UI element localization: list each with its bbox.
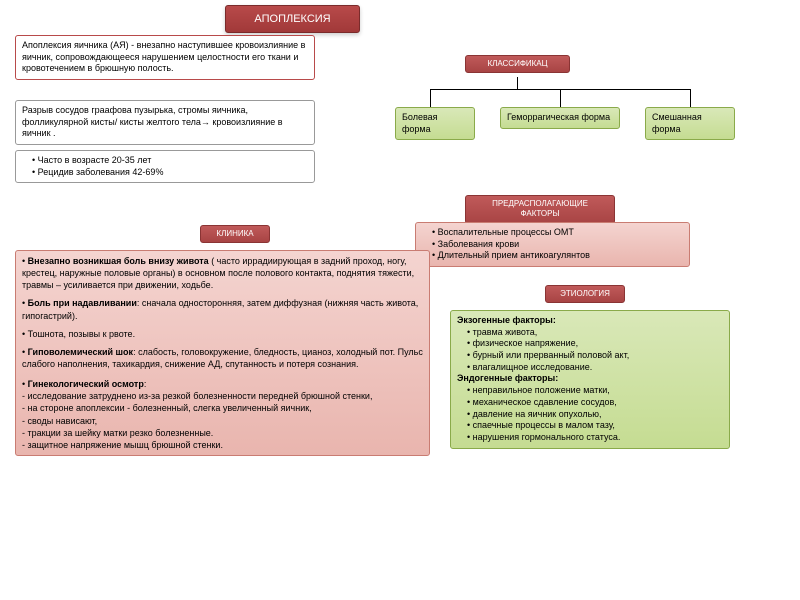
endo-title: Эндогенные факторы: xyxy=(457,373,723,385)
rupture-box: Разрыв сосудов граафова пузырька, стромы… xyxy=(15,100,315,145)
predisp-1: Воспалительные процессы ОМТ xyxy=(432,227,683,239)
endo-1: неправильное положение матки, xyxy=(467,385,723,397)
form-pain: Болевая форма xyxy=(395,107,475,140)
clinic-p3: Тошнота, позывы к рвоте. xyxy=(28,329,135,339)
clinic-p2-bold: Боль при надавливании xyxy=(28,298,137,308)
endo-2: механическое сдавление сосудов, xyxy=(467,397,723,409)
clinic-box: • Внезапно возникшая боль внизу живота (… xyxy=(15,250,430,456)
exo-4: влагалищное исследование. xyxy=(467,362,723,374)
endo-4: спаечные процессы в малом тазу, xyxy=(467,420,723,432)
definition-text: Апоплексия яичника (АЯ) - внезапно насту… xyxy=(22,40,305,73)
main-title: АПОПЛЕКСИЯ xyxy=(225,5,360,33)
clinic-p5-l5: - защитное напряжение мышц брюшной стенк… xyxy=(22,439,423,451)
clinic-p5-l3: - своды нависают, xyxy=(22,415,423,427)
exo-2: физическое напряжение, xyxy=(467,338,723,350)
clinic-p5-rest: : xyxy=(144,379,147,389)
endo-3: давление на яичник опухолью, xyxy=(467,409,723,421)
clinic-p5-l4: - тракции за шейку матки резко болезненн… xyxy=(22,427,423,439)
form-hemorrhagic: Геморрагическая форма xyxy=(500,107,620,129)
predisposing-box: Воспалительные процессы ОМТ Заболевания … xyxy=(415,222,690,267)
endo-5: нарушения гормонального статуса. xyxy=(467,432,723,444)
predisp-2: Заболевания крови xyxy=(432,239,683,251)
clinic-p4-bold: Гиповолемический шок xyxy=(28,347,133,357)
exo-3: бурный или прерванный половой акт, xyxy=(467,350,723,362)
etiology-box: Экзогенные факторы: травма живота, физич… xyxy=(450,310,730,449)
clinic-p5-l2: - на стороне апоплексии - болезненный, с… xyxy=(22,402,423,414)
classification-label: КЛАССИФИКАЦ xyxy=(465,55,570,73)
stats-box: Часто в возрасте 20-35 лет Рецидив забол… xyxy=(15,150,315,183)
exo-title: Экзогенные факторы: xyxy=(457,315,723,327)
clinic-label: КЛИНИКА xyxy=(200,225,270,243)
etiology-label: ЭТИОЛОГИЯ xyxy=(545,285,625,303)
form-mixed: Смешанная форма xyxy=(645,107,735,140)
predisp-3: Длительный прием антикоагулянтов xyxy=(432,250,683,262)
rupture-text: Разрыв сосудов граафова пузырька, стромы… xyxy=(22,105,283,138)
stats-line1: Часто в возрасте 20-35 лет xyxy=(32,155,308,167)
exo-1: травма живота, xyxy=(467,327,723,339)
clinic-p1-bold: Внезапно возникшая боль внизу живота xyxy=(28,256,209,266)
predisposing-label: ПРЕДРАСПОЛАГАЮЩИЕ ФАКТОРЫ xyxy=(465,195,615,224)
definition-box: Апоплексия яичника (АЯ) - внезапно насту… xyxy=(15,35,315,80)
stats-line2: Рецидив заболевания 42-69% xyxy=(32,167,308,179)
clinic-p5-bold: Гинекологический осмотр xyxy=(28,379,144,389)
clinic-p5-l1: - исследование затруднено из-за резкой б… xyxy=(22,390,423,402)
